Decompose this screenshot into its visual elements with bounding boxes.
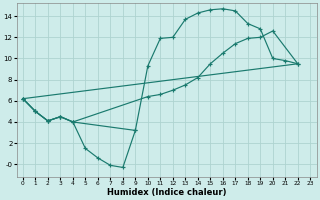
X-axis label: Humidex (Indice chaleur): Humidex (Indice chaleur) — [107, 188, 226, 197]
